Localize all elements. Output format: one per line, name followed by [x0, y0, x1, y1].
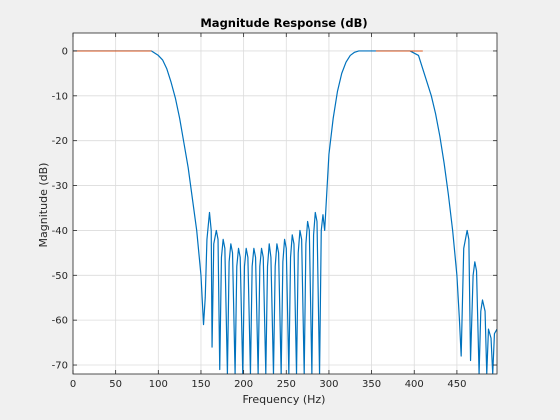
magnitude-response-line — [73, 50, 497, 374]
y-tick-label: -60 — [52, 316, 68, 327]
ticks: 0 50 100 150 200 250 300 350 400 450 0 -10 -20 -30 -40… — [52, 33, 497, 390]
y-tick-label: -50 — [52, 271, 68, 282]
x-tick-label: 0 — [70, 379, 76, 390]
x-tick-label: 200 — [234, 379, 253, 390]
x-tick-label: 300 — [319, 379, 338, 390]
y-tick-label: -20 — [52, 136, 68, 147]
x-tick-label: 450 — [447, 379, 466, 390]
data-series — [73, 50, 497, 374]
plot-area — [73, 33, 497, 374]
x-tick-label: 150 — [191, 379, 210, 390]
x-tick-label: 100 — [149, 379, 168, 390]
y-tick-label: 0 — [62, 46, 68, 57]
y-tick-label: -40 — [52, 226, 68, 237]
x-tick-label: 250 — [277, 379, 296, 390]
y-tick-label: -70 — [52, 361, 68, 372]
y-axis-label: Magnitude (dB) — [37, 163, 50, 248]
chart-title: Magnitude Response (dB) — [200, 16, 367, 30]
y-tick-label: -10 — [52, 91, 68, 102]
y-tick-label: -30 — [52, 181, 68, 192]
axes-box — [72, 32, 498, 375]
x-axis-label: Frequency (Hz) — [243, 393, 326, 406]
x-tick-label: 350 — [362, 379, 381, 390]
x-tick-label: 50 — [109, 379, 122, 390]
x-tick-label: 400 — [405, 379, 424, 390]
grid-lines — [72, 33, 497, 374]
